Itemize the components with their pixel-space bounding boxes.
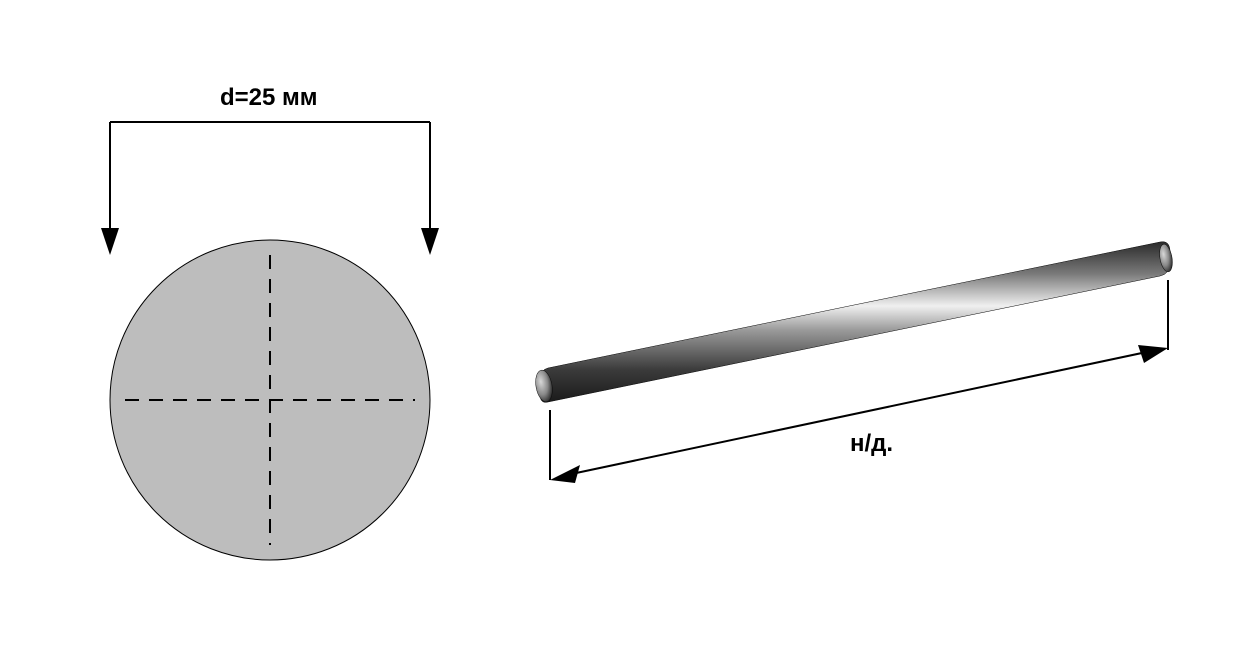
diameter-dimension xyxy=(101,122,439,255)
rod-body xyxy=(533,242,1174,403)
rod-side-view: н/д. xyxy=(520,180,1200,530)
cross-section-view: d=25 мм xyxy=(70,80,470,560)
technical-diagram: d=25 мм xyxy=(0,0,1240,660)
cross-section-svg xyxy=(70,80,470,580)
length-label: н/д. xyxy=(850,430,893,458)
diameter-label: d=25 мм xyxy=(220,84,318,112)
rod-svg xyxy=(520,180,1200,530)
